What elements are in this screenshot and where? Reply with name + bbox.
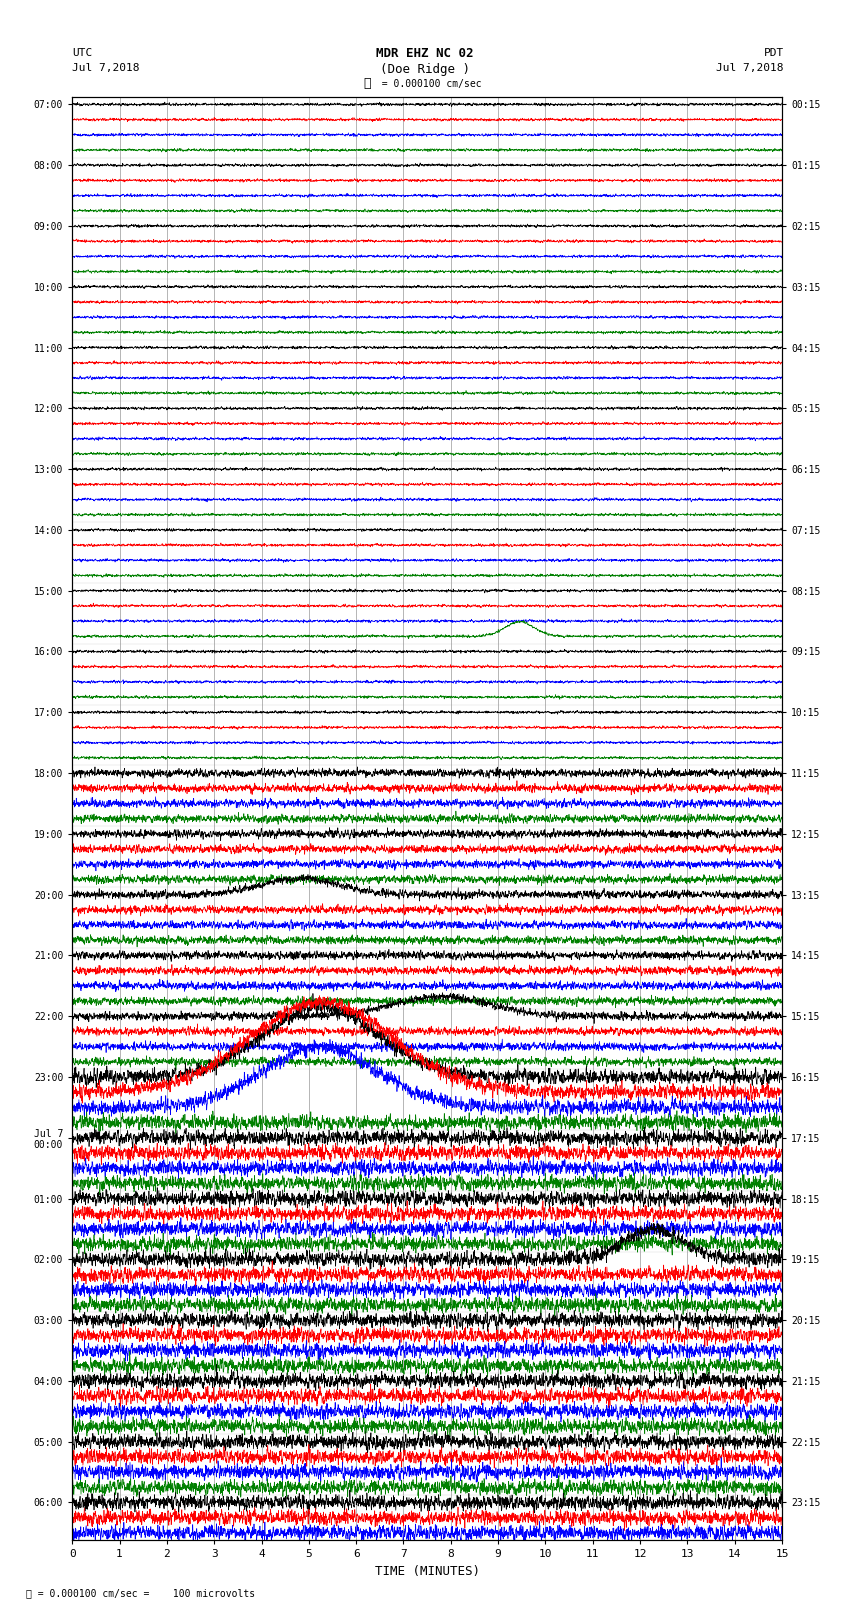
Text: PDT: PDT bbox=[763, 48, 784, 58]
Text: UTC: UTC bbox=[72, 48, 93, 58]
Text: ⎵ = 0.000100 cm/sec =    100 microvolts: ⎵ = 0.000100 cm/sec = 100 microvolts bbox=[26, 1589, 255, 1598]
Text: (Doe Ridge ): (Doe Ridge ) bbox=[380, 63, 470, 76]
X-axis label: TIME (MINUTES): TIME (MINUTES) bbox=[375, 1565, 479, 1578]
Text: Jul 7,2018: Jul 7,2018 bbox=[72, 63, 139, 73]
Text: Jul 7,2018: Jul 7,2018 bbox=[717, 63, 784, 73]
Text: ⎵: ⎵ bbox=[364, 77, 371, 90]
Text: = 0.000100 cm/sec: = 0.000100 cm/sec bbox=[370, 79, 481, 89]
Text: MDR EHZ NC 02: MDR EHZ NC 02 bbox=[377, 47, 473, 60]
